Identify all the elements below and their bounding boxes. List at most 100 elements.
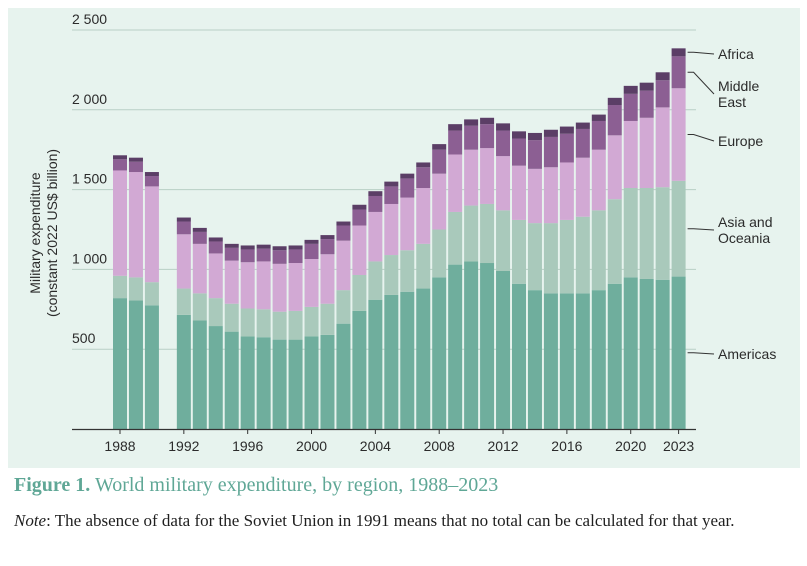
bar-europe-2007: [416, 188, 431, 244]
legend-label-africa: Africa: [718, 46, 754, 62]
bar-americas-2008: [432, 277, 447, 429]
bar-americas-2002: [336, 323, 351, 429]
legend-leader-asia-and-oceania: [687, 228, 715, 231]
bar-middle-east-2000: [304, 243, 319, 260]
bar-middle-east-1994: [208, 241, 223, 254]
bar-americas-2018: [591, 290, 606, 429]
bar-middle-east-2023: [671, 56, 686, 89]
bar-africa-1997: [256, 244, 271, 249]
bar-asia-and-oceania-2017: [575, 216, 590, 294]
bar-americas-2009: [448, 264, 463, 429]
legend-leader-africa: [687, 51, 715, 55]
bar-americas-1988: [113, 298, 127, 429]
bar-europe-2008: [432, 173, 447, 230]
bar-europe-2022: [655, 107, 670, 188]
bar-africa-1998: [272, 246, 287, 251]
bar-middle-east-2007: [416, 167, 431, 189]
bar-africa-2018: [591, 114, 606, 121]
bar-africa-2012: [496, 123, 511, 131]
bar-europe-1993: [192, 243, 207, 294]
bar-americas-2003: [352, 310, 367, 429]
bar-asia-and-oceania-1990: [144, 282, 159, 306]
bar-middle-east-2006: [400, 178, 415, 198]
bar-americas-1997: [256, 337, 271, 429]
legend-leader-americas: [687, 352, 715, 355]
bar-africa-2008: [432, 144, 447, 150]
bar-asia-and-oceania-2002: [336, 290, 351, 324]
bar-africa-2015: [543, 129, 558, 137]
bar-americas-2017: [575, 293, 590, 429]
bar-americas-2000: [304, 336, 319, 429]
bar-europe-2006: [400, 197, 415, 251]
bar-middle-east-2020: [623, 93, 638, 121]
y-tick-label-2000: 2 000: [72, 91, 107, 107]
bar-africa-2009: [448, 124, 463, 131]
bar-europe-2018: [591, 149, 606, 211]
bar-americas-1999: [288, 339, 303, 429]
bar-europe-2014: [527, 168, 542, 224]
bar-africa-2003: [352, 204, 367, 210]
x-tick-label-1996: 1996: [232, 438, 263, 454]
bar-europe-2000: [304, 259, 319, 307]
bar-africa-2001: [320, 235, 335, 240]
bar-americas-2010: [464, 261, 479, 429]
bar-europe-2020: [623, 120, 638, 188]
bar-americas-2006: [400, 291, 415, 429]
bar-africa-2000: [304, 239, 319, 244]
x-tick-label-2023: 2023: [663, 438, 694, 454]
bar-americas-2020: [623, 277, 638, 429]
bar-americas-1998: [272, 339, 287, 429]
bar-americas-2016: [559, 293, 574, 429]
bar-africa-2013: [512, 131, 526, 139]
bar-europe-1995: [224, 260, 239, 304]
bar-africa-2004: [368, 191, 383, 196]
bar-europe-2015: [543, 167, 558, 224]
legend-label-americas: Americas: [718, 346, 776, 362]
x-tick-label-1988: 1988: [104, 438, 135, 454]
bar-asia-and-oceania-1988: [113, 275, 127, 299]
bar-americas-2023: [671, 276, 686, 429]
bar-europe-2016: [559, 162, 574, 220]
bar-asia-and-oceania-2008: [432, 229, 447, 278]
bar-africa-1988: [113, 155, 127, 160]
x-tick-label-2020: 2020: [615, 438, 646, 454]
bar-europe-1996: [240, 262, 255, 309]
bar-asia-and-oceania-1993: [192, 293, 207, 321]
bar-europe-1998: [272, 263, 287, 312]
bar-middle-east-2015: [543, 136, 558, 168]
bar-middle-east-2003: [352, 209, 367, 226]
y-axis-title-line-2: (constant 2022 US$ billion): [44, 149, 60, 317]
bar-middle-east-1997: [256, 248, 271, 262]
bar-middle-east-2004: [368, 195, 383, 212]
bar-middle-east-2009: [448, 130, 463, 155]
bar-europe-2023: [671, 88, 686, 181]
bar-asia-and-oceania-2010: [464, 205, 479, 262]
y-tick-label-500: 500: [72, 330, 96, 346]
bar-asia-and-oceania-2018: [591, 210, 606, 291]
bar-africa-2021: [639, 82, 654, 91]
bar-middle-east-2005: [384, 186, 399, 204]
bar-europe-1994: [208, 253, 223, 299]
bar-asia-and-oceania-2023: [671, 180, 686, 277]
bar-africa-2019: [607, 97, 622, 106]
bar-americas-1993: [192, 320, 207, 429]
bar-africa-2014: [527, 132, 542, 141]
note-text: : The absence of data for the Soviet Uni…: [46, 511, 735, 530]
bar-middle-east-1988: [113, 159, 127, 171]
bar-africa-2022: [655, 72, 670, 81]
bar-middle-east-2011: [480, 124, 495, 149]
chart-panel: 500 1 000 1 500 2 000 2 500 Military expendit…: [8, 8, 800, 468]
bar-europe-1992: [176, 234, 191, 289]
bar-americas-1990: [144, 305, 159, 429]
bar-asia-and-oceania-2004: [368, 261, 383, 300]
stacked-bar-chart: 500 1 000 1 500 2 000 2 500 Military expendit…: [27, 11, 776, 454]
bar-middle-east-2002: [336, 225, 351, 241]
bar-asia-and-oceania-2001: [320, 303, 335, 335]
bar-europe-2005: [384, 203, 399, 256]
y-tick-label-1500: 1 500: [72, 171, 107, 187]
y-axis-title-line-1: Military expenditure: [27, 172, 43, 294]
bar-middle-east-1996: [240, 249, 255, 263]
bar-americas-1992: [176, 314, 191, 429]
bar-middle-east-2018: [591, 120, 606, 150]
x-tick-label-2000: 2000: [296, 438, 327, 454]
